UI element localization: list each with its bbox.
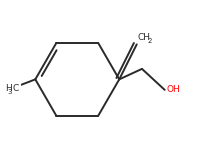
Text: CH: CH	[138, 33, 151, 42]
Text: C: C	[13, 84, 19, 93]
Text: 2: 2	[148, 38, 152, 44]
Text: H: H	[5, 84, 12, 93]
Text: 3: 3	[8, 90, 12, 96]
Text: OH: OH	[166, 85, 180, 94]
